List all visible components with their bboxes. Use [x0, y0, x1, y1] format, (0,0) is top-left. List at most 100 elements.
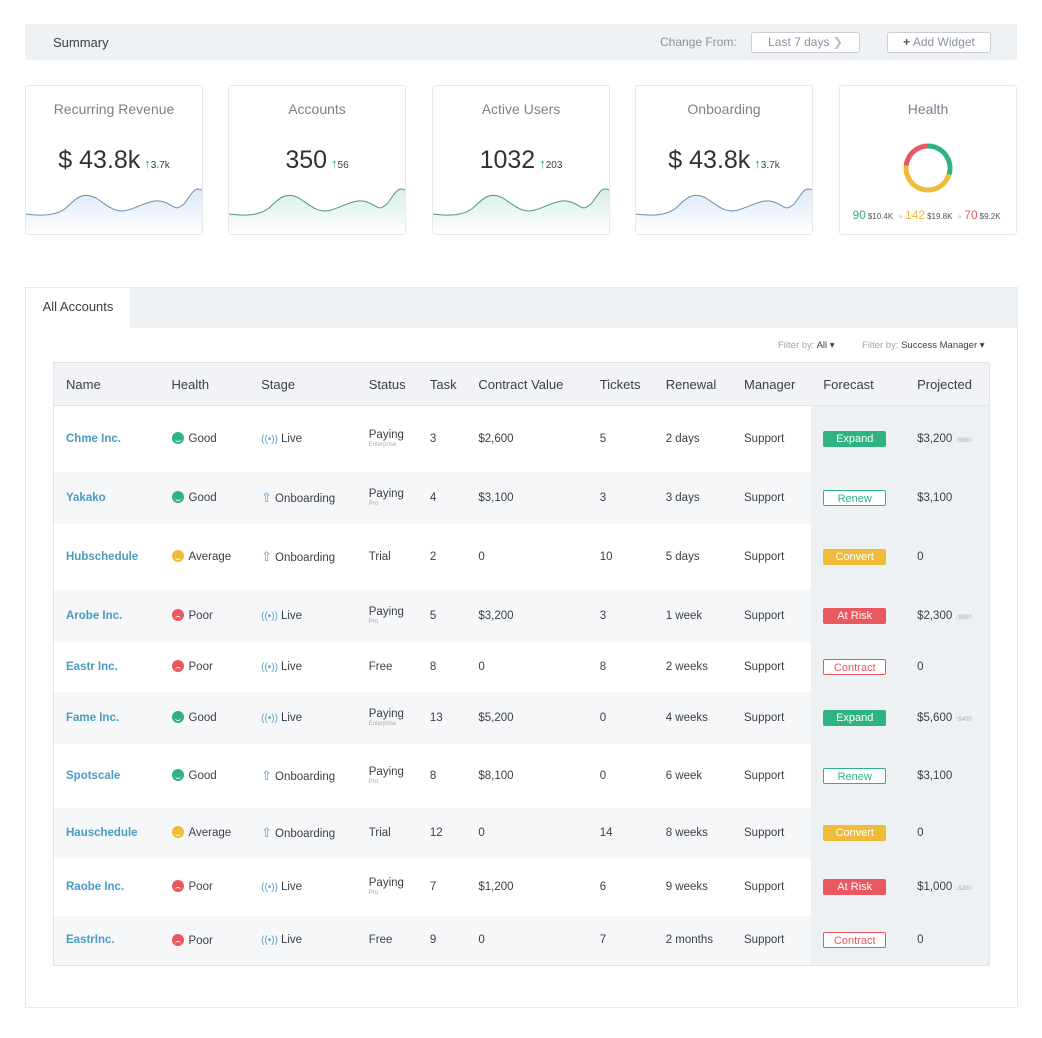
- filter-all[interactable]: Filter by: All ▾: [778, 340, 835, 351]
- forecast-badge[interactable]: Contract: [823, 658, 887, 675]
- column-header[interactable]: Tickets: [587, 362, 654, 406]
- filter-success-manager[interactable]: Filter by: Success Manager ▾: [862, 340, 985, 351]
- forecast-badge[interactable]: Convert: [823, 824, 887, 841]
- date-range-dropdown[interactable]: Last 7 days ❯: [751, 32, 860, 53]
- table-row[interactable]: Chme Inc. Good ((•)) Live Paying Enterpris…: [54, 405, 990, 472]
- projected-value: $3,100: [917, 769, 953, 782]
- column-header[interactable]: Task: [417, 362, 467, 406]
- column-header[interactable]: Renewal: [653, 362, 732, 406]
- tickets-cell: 10: [599, 550, 613, 563]
- plus-icon: +: [903, 35, 911, 49]
- metric-card: Recurring Revenue $ 43.8k ↑3.7k: [25, 85, 203, 235]
- table-header: Name Health Stage Status Task Contract Value T…: [53, 362, 990, 406]
- filter-value: Success Manager: [901, 340, 978, 351]
- manager-cell: Support: [744, 550, 785, 563]
- health-count: 142: [905, 208, 926, 222]
- health-cell: Poor: [159, 589, 250, 642]
- table-row[interactable]: Yakako Good ⇧ Onboarding Paying Pro 4 $3,1…: [53, 471, 990, 524]
- forecast-badge[interactable]: Convert: [823, 548, 887, 565]
- manager-cell: Support: [732, 807, 812, 858]
- column-header[interactable]: Health: [159, 362, 250, 406]
- table-row[interactable]: Raobe Inc. Poor ((•)) Live Paying Pro 7 $1…: [54, 857, 990, 916]
- column-header[interactable]: Name: [53, 362, 160, 406]
- tickets-cell: 0: [587, 691, 654, 744]
- forecast-cell: Renew: [811, 471, 906, 524]
- metric-title: Recurring Revenue: [53, 101, 175, 117]
- health-label: Poor: [188, 610, 213, 622]
- account-name-link[interactable]: EastrInc.: [53, 915, 160, 966]
- stage-cell: ⇧ Onboarding: [249, 471, 357, 524]
- column-header[interactable]: Forecast: [811, 362, 906, 406]
- forecast-badge[interactable]: Contract: [823, 932, 887, 949]
- forecast-badge[interactable]: At Risk: [823, 607, 887, 624]
- broadcast-icon: ((•)): [261, 661, 278, 673]
- sad-face-icon: [171, 609, 184, 621]
- summary-title: Summary: [53, 35, 109, 50]
- account-name-link[interactable]: Yakako: [53, 471, 160, 524]
- health-label: Average: [188, 551, 232, 563]
- column-header[interactable]: Contract Value: [466, 362, 588, 406]
- metric-card: Accounts 350 ↑56: [228, 85, 406, 235]
- forecast-badge[interactable]: Expand: [823, 430, 887, 447]
- account-name-link[interactable]: Hubschedule: [66, 550, 139, 563]
- forecast-badge[interactable]: At Risk: [823, 878, 887, 895]
- sparkline: [229, 188, 405, 234]
- task-cell: 3: [429, 432, 437, 445]
- tab-all-accounts[interactable]: All Accounts: [26, 288, 130, 329]
- sparkline-area: [636, 188, 812, 234]
- arrow-up-icon: ↑: [539, 156, 546, 171]
- account-name-link[interactable]: Arobe Inc.: [53, 589, 160, 642]
- column-header[interactable]: Manager: [732, 362, 812, 406]
- account-name-link[interactable]: Raobe Inc.: [66, 880, 125, 893]
- status-label: Paying: [368, 429, 404, 442]
- task-cell: 9: [417, 915, 467, 966]
- account-name-link[interactable]: Chme Inc.: [66, 432, 121, 445]
- column-header[interactable]: Status: [356, 362, 418, 406]
- separator-dot: ●: [957, 212, 963, 221]
- metric-value-row: 350 ↑56: [229, 146, 405, 175]
- account-name-link[interactable]: Fame Inc.: [53, 691, 160, 744]
- column-header[interactable]: Stage: [249, 362, 357, 406]
- table-row[interactable]: Eastr Inc. Poor ((•)) Live Free 8 0 8 2 w…: [54, 641, 990, 692]
- plan-label: Pro: [368, 779, 379, 785]
- status-label: Trial: [368, 550, 391, 563]
- table-row[interactable]: Hauschedule Average ⇧ Onboarding Trial 12…: [53, 807, 990, 858]
- forecast-badge[interactable]: Renew: [823, 767, 887, 784]
- projected-cell: $2,300 ↓$900: [905, 589, 990, 642]
- health-legend: 90 $10.4K ● 142 $19.8K ● 70 $9.2K: [840, 208, 1016, 222]
- projected-cell: $1,000 ↓$200: [905, 857, 990, 916]
- status-label: Paying: [368, 766, 404, 778]
- stage-label: Onboarding: [275, 492, 336, 505]
- table-row[interactable]: Fame Inc. Good ((•)) Live Paying Enterpris…: [53, 691, 990, 744]
- stage-label: Live: [280, 711, 303, 724]
- table-row[interactable]: Arobe Inc. Poor ((•)) Live Paying Pro 5 $3…: [53, 589, 990, 642]
- tickets-cell: 3: [587, 589, 654, 642]
- add-widget-button[interactable]: + Add Widget: [887, 32, 991, 53]
- forecast-cell: Convert: [811, 523, 906, 590]
- contract-value-cell: 0: [478, 660, 485, 673]
- filter-value: All: [816, 340, 828, 351]
- stage-cell: ((•)) Live: [249, 691, 357, 744]
- health-card: Health 90 $10.4K ● 142 $19.8K ● 70 $9.2K: [839, 85, 1017, 235]
- account-name-link[interactable]: Hauschedule: [53, 807, 160, 858]
- table-row[interactable]: Spotscale Good ⇧ Onboarding Paying Pro 8 $…: [54, 743, 990, 808]
- renewal-cell: 3 days: [653, 471, 732, 524]
- health-cell: Good: [159, 471, 250, 524]
- task-cell: 7: [429, 880, 437, 893]
- table-row[interactable]: Hubschedule Average ⇧ Onboarding Trial 2 …: [54, 523, 990, 590]
- projected-value: 0: [917, 826, 924, 839]
- forecast-badge[interactable]: Renew: [823, 489, 887, 506]
- metric-value-row: $ 43.8k ↑3.7k: [26, 146, 202, 175]
- forecast-badge[interactable]: Expand: [823, 709, 887, 726]
- health-amount: $19.8K: [927, 212, 953, 221]
- account-name-link[interactable]: Spotscale: [66, 769, 121, 782]
- stage-cell: ((•)) Live: [249, 915, 357, 966]
- donut-segment: [903, 143, 929, 166]
- column-header[interactable]: Projected: [905, 362, 990, 406]
- health-cell: Poor: [159, 915, 250, 966]
- tickets-cell: 3: [587, 471, 654, 524]
- account-name-link[interactable]: Eastr Inc.: [66, 660, 118, 673]
- manager-cell: Support: [744, 880, 785, 893]
- contract-value-cell: $5,200: [466, 691, 588, 744]
- table-row[interactable]: EastrInc. Poor ((•)) Live Free 9 0 7 2 mo…: [53, 915, 990, 966]
